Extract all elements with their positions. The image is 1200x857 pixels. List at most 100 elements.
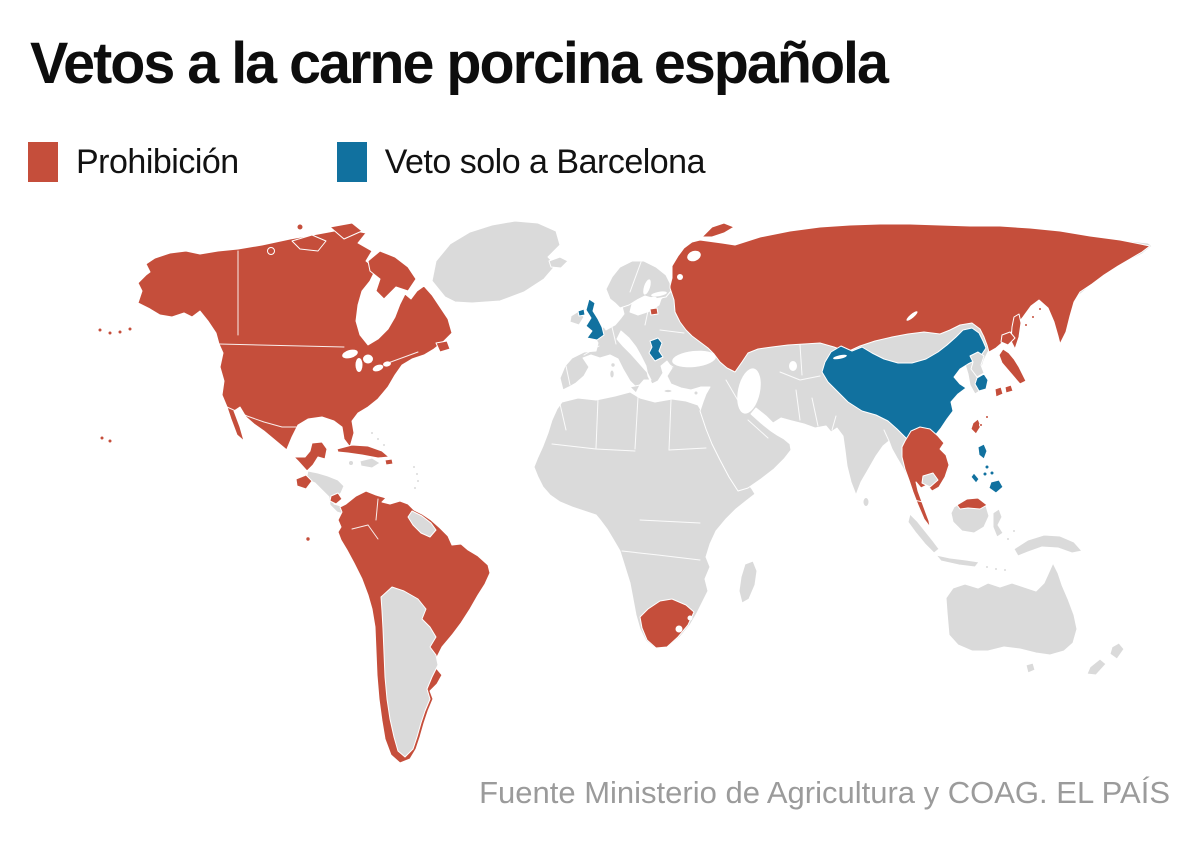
country-united-kingdom: [585, 298, 605, 341]
legend-item-barcelona: Veto solo a Barcelona: [336, 142, 706, 182]
barcelona-swatch: [336, 142, 367, 182]
country-costa-rica: [329, 492, 343, 505]
island-bahamas-2: [376, 437, 380, 441]
country-serbia: [648, 337, 664, 362]
island-aleutian-4: [127, 326, 133, 332]
border-colombia-venezuela: [375, 498, 379, 521]
border-iran-iraq: [725, 379, 741, 405]
country-lesotho: [675, 625, 683, 633]
border-afghanistan-pakistan: [811, 397, 819, 427]
border-usa-mexico: [226, 406, 297, 428]
island-kuril-3: [1038, 307, 1042, 311]
prohibition-swatch-icon: [28, 142, 58, 182]
region-guianas: [407, 510, 437, 538]
island-madagascar: [738, 560, 758, 604]
island-newfoundland: [435, 340, 451, 353]
island-honshu: [998, 348, 1027, 385]
region-kaliningrad: [649, 307, 659, 316]
island-hispaniola: [359, 457, 381, 469]
island-new-guinea: [1013, 534, 1083, 557]
border-st-lawrence: [387, 351, 419, 364]
border-romania-ukraine: [659, 329, 685, 334]
island-tasmania: [1025, 662, 1036, 674]
country-taiwan: [970, 418, 982, 435]
border-colombia-ecuador: [351, 524, 369, 530]
aral-sea: [789, 361, 797, 371]
border-pyrenees: [583, 345, 600, 356]
black-sea: [672, 350, 716, 368]
island-sicily: [629, 384, 641, 394]
country-guatemala: [295, 474, 313, 490]
border-thailand-malaysia: [913, 499, 928, 504]
island-aleutian-1: [97, 327, 103, 333]
island-sri-lanka: [862, 497, 870, 507]
island-java: [935, 554, 980, 568]
legend-item-prohibition: Prohibición: [28, 142, 239, 182]
country-south-korea: [974, 373, 989, 392]
lake-michigan: [355, 358, 363, 372]
island-aleutian-2: [107, 330, 113, 336]
island-bahamas-3: [382, 443, 386, 447]
island-corsica: [610, 362, 616, 368]
island-novaya-zemlya: [701, 222, 735, 238]
island-sardinia: [609, 369, 615, 379]
border-norway-sweden: [629, 261, 642, 293]
island-ellesmere: [329, 222, 363, 240]
island-visayas-1: [984, 464, 990, 470]
island-sumatra: [907, 513, 940, 554]
lake-balkhash: [833, 354, 847, 360]
border-bangladesh: [883, 429, 890, 442]
border-ecuador-peru: [367, 524, 379, 540]
legend: Prohibición Veto solo a Barcelona: [28, 142, 706, 182]
island-shikoku: [1004, 384, 1014, 394]
island-sunda-1: [985, 565, 989, 569]
border-poland: [644, 310, 649, 326]
country-australia: [945, 562, 1078, 656]
border-morocco-algeria: [559, 403, 567, 431]
country-china: [821, 327, 987, 449]
country-borders: [218, 250, 928, 561]
country-cuba: [336, 444, 390, 459]
border-algeria-east: [595, 398, 599, 449]
border-libya-egypt: [668, 399, 672, 451]
border-central-asia-1: [779, 371, 821, 381]
island-victoria: [291, 234, 327, 252]
prohibition-swatch: [28, 142, 58, 182]
border-sahel-east: [595, 448, 636, 452]
source-credit: Fuente Ministerio de Agricultura y COAG.…: [479, 775, 1170, 810]
landmasses: [97, 220, 1153, 764]
island-galapagos: [305, 536, 311, 542]
border-usa-canada: [218, 343, 345, 348]
border-bosphorus: [666, 362, 674, 368]
island-jamaica: [348, 460, 354, 466]
border-kazakhstan-east: [799, 344, 803, 376]
island-antilles-2: [415, 472, 419, 476]
island-moluccas-1: [1006, 537, 1010, 541]
lake-huron: [363, 354, 373, 364]
island-arctic-1: [267, 247, 275, 255]
country-cambodia: [921, 472, 939, 488]
border-portugal-spain: [565, 365, 571, 386]
island-antilles-3: [416, 479, 420, 483]
gulf-of-bothnia: [643, 279, 651, 295]
border-iran-afghanistan: [795, 389, 801, 421]
island-sakhalin: [1010, 313, 1022, 350]
island-sunda-3: [1003, 568, 1007, 572]
border-sahel-west: [551, 443, 597, 450]
country-greenland: [431, 220, 561, 304]
border-angola-south: [621, 550, 659, 556]
region-northern-ireland: [577, 308, 586, 317]
caspian-sea: [737, 368, 761, 414]
border-egypt-sudan: [668, 447, 707, 451]
border-france-germany: [611, 326, 617, 345]
water-bodies: [342, 250, 918, 414]
gulf-of-finland: [651, 291, 667, 297]
island-sulawesi: [992, 508, 1004, 538]
baltic-sea: [637, 296, 657, 310]
island-kyushu: [994, 386, 1004, 398]
country-south-africa: [639, 598, 695, 649]
island-hawaii-2: [107, 438, 113, 444]
legend-label-prohibition: Prohibición: [76, 142, 239, 181]
